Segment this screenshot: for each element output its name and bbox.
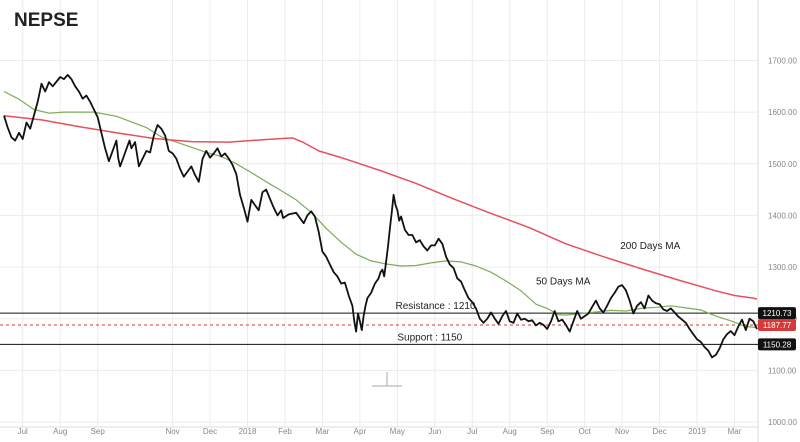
- x-tick-label: Nov: [165, 427, 179, 436]
- level-tag: 1210.73: [763, 309, 792, 318]
- x-tick-label: Jul: [18, 427, 28, 436]
- chart-title: NEPSE: [14, 10, 78, 31]
- x-tick-label: 2019: [688, 427, 706, 436]
- x-tick-label: Aug: [53, 427, 67, 436]
- x-tick-label: Apr: [354, 427, 367, 436]
- x-tick-label: 2018: [239, 427, 257, 436]
- y-tick-label: 1500.00: [768, 160, 797, 169]
- y-tick-label: 1000.00: [768, 418, 797, 427]
- x-axis: Jul Aug Sep Nov Dec 2018 Feb Mar Apr May Jun Jul Aug…: [18, 427, 742, 436]
- annotation-label: Support : 1150: [397, 332, 462, 343]
- x-tick-label: Dec: [203, 427, 217, 436]
- x-tick-label: Jul: [467, 427, 477, 436]
- last-price-tag: 1187.77: [763, 321, 792, 330]
- price-tags: 1210.73 1150.28 1187.77: [758, 307, 796, 351]
- x-tick-label: Sep: [91, 427, 106, 436]
- x-tick-label: May: [390, 427, 405, 436]
- x-tick-label: Nov: [615, 427, 629, 436]
- level-tag: 1150.28: [763, 340, 792, 349]
- level-tag-box: [758, 338, 796, 351]
- last-price-tag-box: [758, 319, 796, 332]
- annotations: 200 Days MA 50 Days MA Resistance : 1210 Su…: [395, 241, 680, 343]
- series-line-0: [3, 74, 758, 359]
- level-lines: [0, 312, 758, 345]
- x-tick-label: Aug: [503, 427, 517, 436]
- series-line-2: [3, 90, 758, 329]
- x-tick-label: Dec: [652, 427, 666, 436]
- annotation-label: 200 Days MA: [620, 241, 680, 252]
- x-tick-label: Feb: [278, 427, 292, 436]
- x-tick-label: Oct: [578, 427, 591, 436]
- annotation-label: Resistance : 1210: [395, 301, 475, 312]
- y-tick-label: 1600.00: [768, 108, 797, 117]
- y-tick-label: 1100.00: [768, 366, 797, 375]
- annotation-label: 50 Days MA: [536, 277, 591, 288]
- x-tick-label: Mar: [728, 427, 742, 436]
- level-tag-box: [758, 307, 796, 320]
- series: [3, 74, 758, 359]
- y-tick-label: 1700.00: [768, 56, 797, 65]
- x-tick-label: Sep: [540, 427, 555, 436]
- y-tick-label: 1300.00: [768, 263, 797, 272]
- y-tick-label: 1400.00: [768, 211, 797, 220]
- grid: [0, 0, 759, 442]
- x-tick-label: Mar: [316, 427, 330, 436]
- x-tick-label: Jun: [428, 427, 441, 436]
